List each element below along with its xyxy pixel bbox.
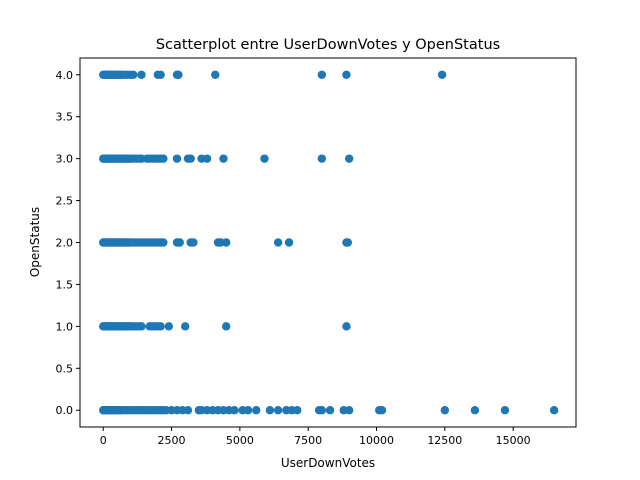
y-tick-label: 2.5 — [56, 195, 74, 208]
y-tick-label: 1.5 — [56, 278, 74, 291]
data-point — [549, 406, 559, 415]
data-point — [243, 406, 253, 415]
data-point — [189, 238, 198, 247]
data-point — [317, 154, 327, 163]
x-tick-label: 5000 — [226, 434, 254, 447]
data-point — [186, 154, 195, 163]
data-point — [440, 406, 450, 415]
y-axis-label: OpenStatus — [28, 207, 42, 277]
data-point — [230, 406, 239, 415]
data-point — [159, 238, 168, 247]
x-axis-label: UserDownVotes — [281, 456, 375, 470]
data-point — [342, 322, 351, 331]
chart-title: Scatterplot entre UserDownVotes y OpenSt… — [156, 37, 500, 53]
y-tick-label: 1.0 — [56, 320, 74, 333]
y-tick-label: 0.0 — [56, 404, 74, 417]
data-point — [183, 406, 193, 415]
x-tick-label: 12500 — [427, 434, 462, 447]
data-point — [211, 70, 220, 79]
data-point — [344, 154, 354, 163]
y-tick-label: 2.0 — [56, 237, 74, 250]
x-tick-label: 7500 — [294, 434, 322, 447]
data-point — [202, 154, 212, 163]
y-tick-label: 3.5 — [56, 111, 74, 124]
ticks-layer: 0 2500 5000 7500 10000 12500 15000 0.0 0.5 1.0 1.5… — [56, 69, 531, 447]
data-point — [273, 406, 283, 415]
data-point — [174, 70, 183, 79]
data-point — [470, 406, 480, 415]
y-tick-label: 4.0 — [56, 69, 74, 82]
data-point — [137, 70, 146, 79]
data-point — [137, 322, 146, 331]
data-point — [344, 406, 354, 415]
data-point — [260, 154, 269, 163]
data-point — [343, 238, 353, 247]
data-point — [317, 406, 327, 415]
data-point — [377, 406, 387, 415]
x-tick-label: 2500 — [158, 434, 186, 447]
plot-frame — [79, 57, 577, 428]
data-point — [172, 154, 182, 163]
data-point — [284, 238, 294, 247]
data-point — [164, 322, 174, 331]
data-point — [265, 406, 275, 415]
y-tick-label: 3.0 — [56, 153, 74, 166]
y-tick-label: 0.5 — [56, 362, 74, 375]
data-point — [222, 238, 231, 247]
data-point — [156, 322, 165, 331]
x-tick-label: 15000 — [496, 434, 531, 447]
data-point — [222, 322, 231, 331]
data-point — [273, 238, 283, 247]
data-point — [317, 70, 327, 79]
x-tick-label: 0 — [100, 434, 107, 447]
data-point — [342, 70, 351, 79]
data-point — [252, 406, 261, 415]
data-point — [175, 238, 184, 247]
data-point — [129, 70, 138, 79]
x-tick-label: 10000 — [359, 434, 394, 447]
data-point — [159, 154, 168, 163]
data-point — [500, 406, 510, 415]
data-point — [437, 70, 447, 79]
points-layer — [99, 70, 559, 415]
data-point — [156, 70, 165, 79]
data-point — [325, 406, 335, 415]
data-point — [293, 406, 302, 415]
data-point — [219, 154, 228, 163]
data-point — [181, 322, 190, 331]
